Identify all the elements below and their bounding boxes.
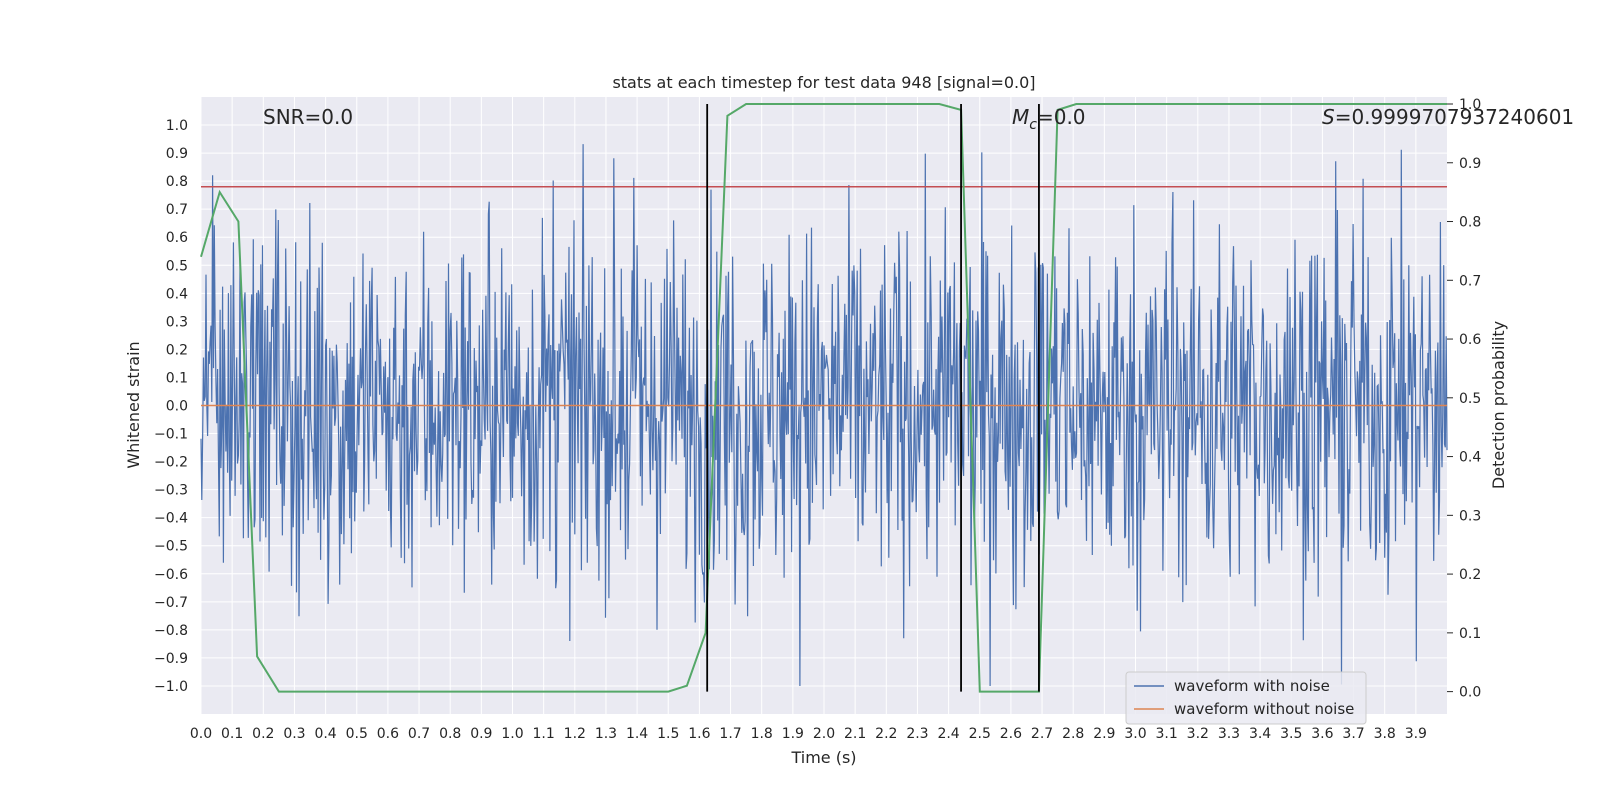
x-tick-label: 1.6 xyxy=(688,726,710,742)
y-axis-label: Whitened strain xyxy=(124,341,143,468)
x-tick-label: 2.7 xyxy=(1031,726,1053,742)
x-tick-label: 2.3 xyxy=(906,726,928,742)
x-tick-label: 3.0 xyxy=(1124,726,1146,742)
y-tick-label: 0.8 xyxy=(166,174,188,190)
legend-box xyxy=(1125,671,1367,725)
x-tick-label: 1.8 xyxy=(751,726,773,742)
chart-title: stats at each timestep for test data 948… xyxy=(612,73,1035,92)
x-tick-label: 0.1 xyxy=(221,726,243,742)
x-tick-label: 0.3 xyxy=(283,726,305,742)
x-tick-label: 0.8 xyxy=(439,726,461,742)
x-tick-label: 2.6 xyxy=(1000,726,1022,742)
y-tick-label: 0.2 xyxy=(166,342,188,358)
y2-tick-label: 0.8 xyxy=(1459,215,1481,231)
x-tick-label: 1.5 xyxy=(657,726,679,742)
x-tick-label: 0.4 xyxy=(314,726,336,742)
y2-tick-label: 0.0 xyxy=(1459,685,1481,701)
y-tick-label: −0.5 xyxy=(154,539,188,555)
y2-tick-label: 0.4 xyxy=(1459,450,1481,466)
probability-line xyxy=(200,103,1447,693)
x-tick-label: 3.4 xyxy=(1249,726,1271,742)
y-tick-label: 0.5 xyxy=(166,258,188,274)
x-tick-label: 0.7 xyxy=(408,726,430,742)
y-tick-label: −0.8 xyxy=(154,623,188,639)
y2-tick-label: 0.7 xyxy=(1459,273,1481,289)
x-tick-label: 2.0 xyxy=(813,726,835,742)
y-tick-label: −0.4 xyxy=(154,511,188,527)
snr-annotation: SNR=0.0 xyxy=(263,105,353,129)
x-tick-label: 0.0 xyxy=(190,726,212,742)
x-tick-label: 2.5 xyxy=(969,726,991,742)
x-tick-label: 1.7 xyxy=(719,726,741,742)
s-annotation: S=0.9999707937240601 xyxy=(1322,105,1574,129)
y-tick-label: 0.7 xyxy=(166,202,188,218)
x-tick-label: 1.1 xyxy=(533,726,555,742)
y2-axis-ticks: 0.0 0.1 0.2 0.3 0.4 0.5 0.6 0.7 0.8 0.9 1.0 xyxy=(1447,97,1481,701)
y-tick-label: −0.6 xyxy=(154,567,188,583)
x-tick-label: 1.3 xyxy=(595,726,617,742)
y2-tick-label: 0.3 xyxy=(1459,508,1481,524)
legend: waveform with noise waveform without noi… xyxy=(1125,671,1367,725)
x-tick-label: 3.3 xyxy=(1218,726,1240,742)
y-tick-label: 1.0 xyxy=(166,118,188,134)
x-tick-label: 2.2 xyxy=(875,726,897,742)
x-tick-label: 3.6 xyxy=(1311,726,1333,742)
y2-tick-label: 0.5 xyxy=(1459,391,1481,407)
y-tick-label: 0.6 xyxy=(166,230,188,246)
x-tick-label: 1.2 xyxy=(564,726,586,742)
x-tick-label: 3.9 xyxy=(1405,726,1427,742)
y-tick-label: −0.2 xyxy=(154,455,188,471)
y-tick-label: 0.0 xyxy=(166,399,188,415)
y2-tick-label: 0.1 xyxy=(1459,626,1481,642)
x-tick-label: 1.9 xyxy=(782,726,804,742)
trigger-lines xyxy=(706,104,1040,692)
y-tick-label: −0.1 xyxy=(154,427,188,443)
x-tick-label: 0.9 xyxy=(470,726,492,742)
x-tick-label: 3.7 xyxy=(1342,726,1364,742)
noise-waveform-line xyxy=(200,144,1448,687)
legend-clean-label: waveform without noise xyxy=(1174,700,1354,718)
x-tick-label: 2.4 xyxy=(937,726,959,742)
y-tick-label: 0.4 xyxy=(166,286,188,302)
x-tick-label: 1.0 xyxy=(501,726,523,742)
y-tick-label: 0.1 xyxy=(166,370,188,386)
x-tick-label: 3.1 xyxy=(1156,726,1178,742)
y-tick-label: −0.3 xyxy=(154,483,188,499)
legend-noise-label: waveform with noise xyxy=(1174,677,1330,695)
y2-tick-label: 0.9 xyxy=(1459,156,1481,172)
y-tick-label: −1.0 xyxy=(154,679,188,695)
y2-tick-label: 1.0 xyxy=(1459,97,1481,113)
chirp-mass-annotation: Mc=0.0 xyxy=(1012,105,1086,133)
y-axis-ticks: 1.0 0.9 0.8 0.7 0.6 0.5 0.4 0.3 0.2 0.1 0.0 −0.1 −0.… xyxy=(154,118,188,695)
series-waveform-with-noise xyxy=(200,144,1448,687)
y-tick-label: −0.9 xyxy=(154,651,188,667)
x-tick-label: 2.8 xyxy=(1062,726,1084,742)
x-tick-label: 3.2 xyxy=(1187,726,1209,742)
y-tick-label: 0.9 xyxy=(166,146,188,162)
x-tick-label: 3.8 xyxy=(1374,726,1396,742)
x-tick-label: 0.6 xyxy=(377,726,399,742)
x-tick-label: 0.5 xyxy=(346,726,368,742)
y-tick-label: −0.7 xyxy=(154,595,188,611)
x-axis-label: Time (s) xyxy=(790,748,856,767)
y-tick-label: 0.3 xyxy=(166,314,188,330)
series-detection-probability xyxy=(200,103,1447,693)
x-tick-label: 2.9 xyxy=(1093,726,1115,742)
x-axis-ticks: 0.0 0.1 0.2 0.3 0.4 0.5 0.6 0.7 0.8 0.9 1.0 1.1 1.2 1… xyxy=(190,726,1427,742)
y2-tick-label: 0.6 xyxy=(1459,332,1481,348)
x-tick-label: 1.4 xyxy=(626,726,648,742)
x-tick-label: 2.1 xyxy=(844,726,866,742)
y2-tick-label: 0.2 xyxy=(1459,567,1481,583)
x-tick-label: 3.5 xyxy=(1280,726,1302,742)
y2-axis-label: Detection probability xyxy=(1489,321,1508,489)
x-tick-label: 0.2 xyxy=(252,726,274,742)
